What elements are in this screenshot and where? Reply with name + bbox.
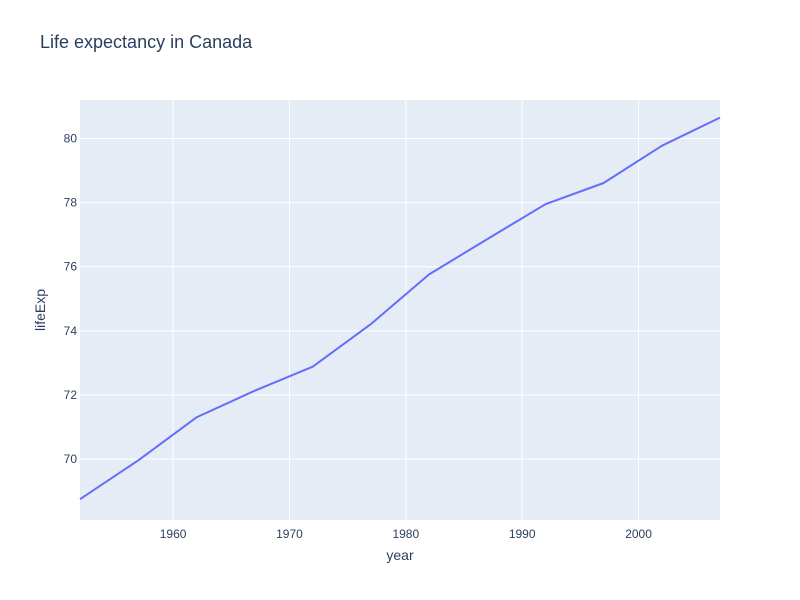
y-tick-label: 70 — [64, 452, 78, 466]
y-axis-title: lifeExp — [32, 289, 48, 331]
x-gridlines — [172, 100, 640, 520]
x-axis-title: year — [386, 547, 414, 563]
y-tick-label: 80 — [64, 131, 78, 145]
data-point[interactable] — [542, 201, 548, 207]
data-point[interactable] — [601, 180, 607, 186]
data-point[interactable] — [135, 457, 141, 463]
data-point[interactable] — [484, 236, 490, 242]
y-axis-ticks: 70 72 74 76 78 80 — [64, 131, 78, 466]
chart-title: Life expectancy in Canada — [40, 32, 253, 52]
data-point[interactable] — [368, 321, 374, 327]
data-point[interactable] — [426, 271, 432, 277]
data-point[interactable] — [77, 496, 83, 502]
x-tick-label: 1970 — [276, 527, 303, 541]
x-tick-label: 1980 — [392, 527, 419, 541]
y-tick-label: 72 — [64, 388, 78, 402]
data-point[interactable] — [193, 414, 199, 420]
plot-area — [80, 100, 720, 520]
data-point[interactable] — [310, 364, 316, 370]
data-point[interactable] — [717, 115, 723, 121]
series-layer — [77, 115, 723, 502]
data-point[interactable] — [659, 143, 665, 149]
data-point[interactable] — [252, 388, 258, 394]
y-tick-label: 76 — [64, 260, 78, 274]
y-gridlines — [80, 137, 720, 460]
series-line — [79, 116, 721, 501]
y-tick-label: 74 — [64, 324, 78, 338]
y-tick-label: 78 — [64, 196, 78, 210]
x-axis-ticks: 1960 1970 1980 1990 2000 — [160, 527, 652, 541]
x-tick-label: 2000 — [625, 527, 652, 541]
x-tick-label: 1990 — [509, 527, 536, 541]
x-tick-label: 1960 — [160, 527, 187, 541]
